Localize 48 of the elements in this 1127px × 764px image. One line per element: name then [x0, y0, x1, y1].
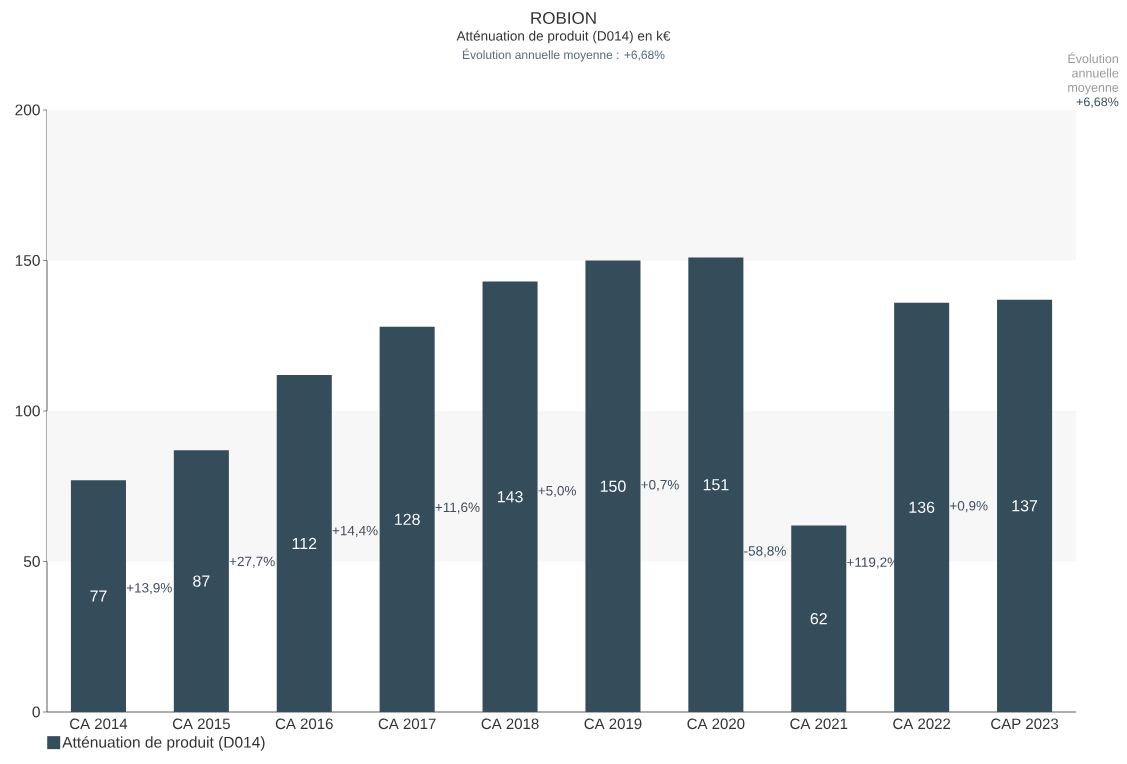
data-label: 143	[497, 491, 523, 503]
bar	[482, 281, 538, 712]
data-label: 87	[193, 575, 210, 587]
bar	[276, 374, 332, 712]
data-label: 136	[909, 501, 935, 513]
y-tick-label: 150	[15, 255, 40, 266]
data-label: 112	[292, 537, 317, 550]
text: Évolution annuelle moyenne	[1068, 52, 1119, 95]
x-tick-label: CAP 2023	[991, 718, 1059, 730]
y-tick-label: 50	[23, 556, 40, 567]
annotation: +0,7%	[641, 479, 679, 492]
x-tick-label: CA 2014	[70, 718, 128, 730]
data-label: 137	[1012, 500, 1038, 512]
x-tick-label: CA 2019	[584, 718, 642, 730]
text: Évolution annuelle moyenne : +6,68%	[463, 48, 665, 62]
y-tick-label: 200	[15, 104, 40, 116]
chart-title: ROBION	[531, 11, 596, 25]
x-tick-label: CA 2017	[378, 718, 436, 730]
x-tick-label: CA 2018	[481, 718, 539, 730]
bar	[997, 299, 1053, 712]
text: +6,68%	[1076, 97, 1119, 108]
annotation: +5,0%	[538, 485, 576, 498]
y-tick-label: 0	[32, 706, 40, 718]
bar	[173, 450, 229, 712]
bar	[585, 260, 641, 712]
annotation: +11,6%	[435, 502, 480, 514]
x-tick-label: CA 2020	[687, 718, 745, 730]
annotation: +27,7%	[229, 556, 275, 568]
annotation: +13,9%	[126, 583, 172, 595]
bar	[791, 525, 847, 712]
x-tick-label: CA 2021	[790, 718, 848, 730]
data-label: 62	[810, 613, 827, 625]
y-tick-label: 100	[15, 405, 40, 417]
legend-label: Atténuation de produit (D014)	[62, 736, 265, 751]
annotation: -58,8%	[744, 546, 786, 558]
data-label: 151	[703, 479, 729, 491]
x-tick-label: CA 2022	[893, 718, 951, 730]
data-label: 128	[395, 513, 420, 526]
x-tick-label: CA 2015	[172, 718, 230, 730]
bar	[688, 257, 744, 712]
annotation: +0,9%	[950, 500, 988, 513]
chart-subtitle: Atténuation de produit (D014) en k€	[456, 30, 671, 44]
data-label: 77	[90, 590, 107, 602]
annotation: +14,4%	[332, 525, 378, 537]
x-tick-label: CA 2016	[275, 718, 333, 730]
data-label: 150	[600, 480, 626, 492]
bar	[379, 326, 435, 712]
bar	[70, 480, 126, 712]
